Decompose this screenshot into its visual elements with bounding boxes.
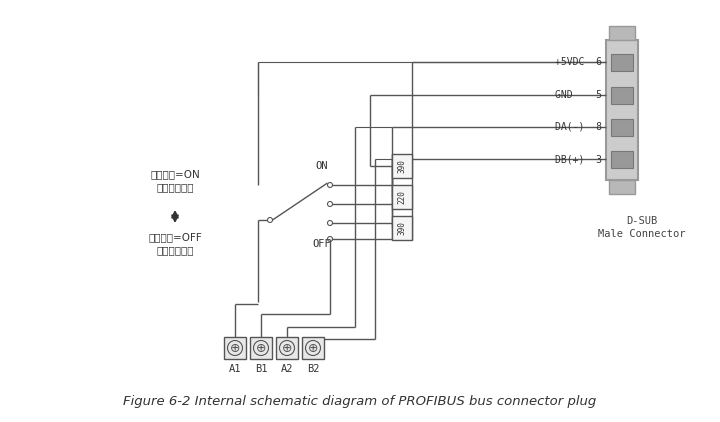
Bar (302, 337, 324, 359)
Text: B1: B1 (255, 364, 267, 374)
Text: ⊕: ⊕ (230, 341, 240, 354)
Text: GND    5: GND 5 (555, 89, 602, 100)
Text: 有终端和偶置: 有终端和偶置 (156, 182, 194, 192)
Bar (611, 151, 633, 168)
Text: Figure 6-2 Internal schematic diagram of PROFIBUS bus connector plug: Figure 6-2 Internal schematic diagram of… (123, 395, 597, 408)
Text: +5VDC  6: +5VDC 6 (555, 57, 602, 68)
Text: B2: B2 (307, 364, 319, 374)
Text: ⊕: ⊕ (282, 341, 292, 354)
Bar (276, 337, 298, 359)
Text: 无终端和偶置: 无终端和偶置 (156, 245, 194, 255)
Text: ⊕: ⊕ (256, 341, 266, 354)
Text: OFF: OFF (312, 239, 331, 249)
Text: 开关位置=OFF: 开关位置=OFF (148, 232, 202, 242)
Bar (392, 154, 412, 178)
Bar (611, 54, 633, 71)
Text: A1: A1 (229, 364, 241, 374)
Text: 220: 220 (397, 190, 407, 204)
Bar (611, 119, 633, 136)
Text: DB(+)  3: DB(+) 3 (555, 154, 602, 164)
Text: 开关位置=ON: 开关位置=ON (150, 169, 200, 179)
Text: A2: A2 (281, 364, 293, 374)
Text: ON: ON (316, 161, 328, 171)
Bar (392, 216, 412, 240)
Bar (611, 87, 633, 103)
Text: Male Connector: Male Connector (598, 229, 685, 239)
Text: 390: 390 (397, 221, 407, 235)
Bar (392, 185, 412, 209)
Bar (609, 26, 635, 40)
Text: DA(-)  8: DA(-) 8 (555, 122, 602, 132)
Bar (606, 40, 638, 180)
Text: ⊕: ⊕ (307, 341, 318, 354)
Text: 390: 390 (397, 159, 407, 173)
Bar (250, 337, 272, 359)
Text: D-SUB: D-SUB (626, 216, 657, 226)
Bar (224, 337, 246, 359)
Bar (609, 180, 635, 194)
